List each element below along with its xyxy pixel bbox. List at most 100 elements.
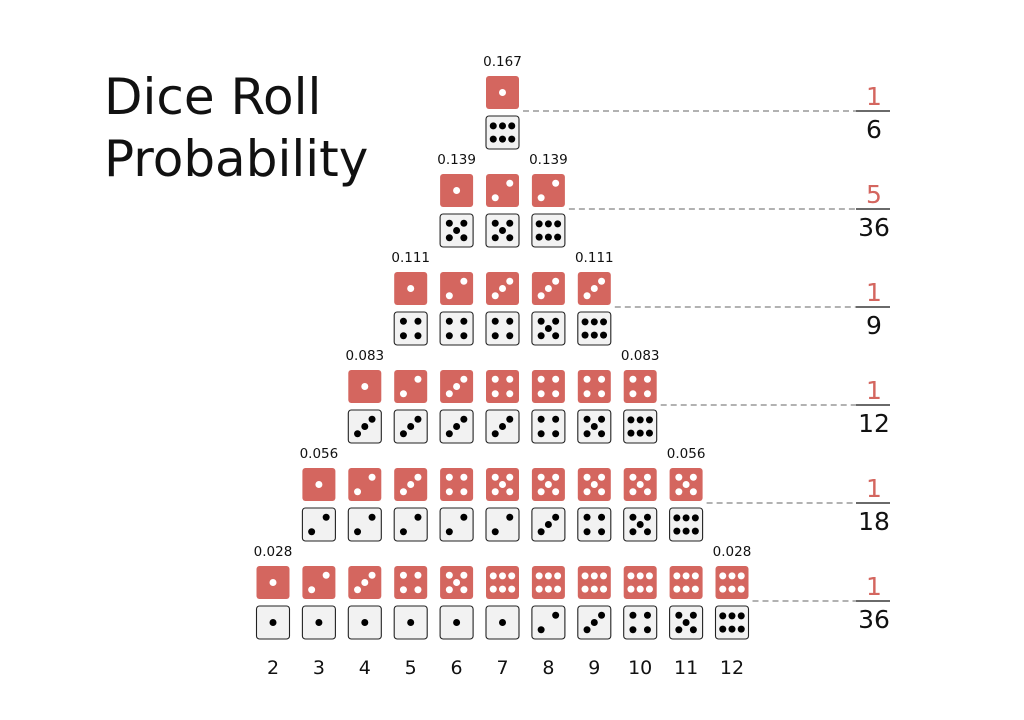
die-pip: [675, 473, 683, 481]
die-pip: [682, 572, 690, 580]
die-pip: [600, 318, 608, 326]
white-die-icon: [347, 507, 382, 542]
white-die-icon: [485, 605, 520, 640]
die-pip: [689, 488, 697, 496]
die-pip: [361, 383, 369, 390]
die-pip: [445, 473, 453, 481]
red-die-icon: [486, 174, 519, 207]
dice-row-4: [347, 370, 658, 444]
die-pip: [269, 579, 277, 586]
die-pip: [506, 179, 514, 187]
die-pip: [489, 122, 497, 130]
white-die-icon: [577, 507, 612, 542]
fraction-numerator: 1: [866, 82, 882, 111]
white-die-icon: [485, 115, 520, 150]
die-pip: [590, 285, 598, 292]
die-pip: [499, 619, 506, 626]
dice-pair: [301, 468, 336, 542]
fraction: 536: [856, 180, 890, 242]
die-pip: [643, 611, 651, 619]
die-pip: [354, 488, 362, 496]
red-die-icon: [348, 566, 382, 599]
die-pip: [407, 619, 415, 626]
probability-labels: 0.167 0.139 0.139 0.111 0.111 0.083 0.083 0.056…: [254, 54, 752, 560]
die-pip: [491, 390, 499, 398]
die-pip: [506, 375, 514, 383]
die-pip: [368, 473, 376, 481]
die-pip: [643, 528, 651, 536]
dice-pair: [577, 566, 612, 640]
fraction: 16: [856, 82, 890, 144]
die-pip: [445, 430, 453, 438]
die-pip: [629, 473, 637, 481]
sum-label: 6: [451, 657, 463, 679]
die-pip: [636, 481, 644, 488]
die-pip: [600, 331, 608, 339]
die-pip: [552, 473, 560, 481]
probability-label: 0.028: [713, 544, 752, 560]
die-pip: [535, 572, 543, 580]
die-pip: [489, 585, 497, 593]
die-pip: [629, 626, 637, 634]
die-pip: [399, 571, 407, 579]
die-pip: [598, 375, 606, 383]
dice-row-5: [301, 468, 704, 542]
die-pip: [414, 473, 422, 481]
die-pip: [544, 572, 552, 580]
die-pip: [636, 521, 644, 528]
fraction-numerator: 1: [866, 376, 882, 405]
sum-label: 2: [267, 657, 279, 679]
die-pip: [499, 481, 506, 488]
die-pip: [554, 233, 562, 241]
die-pip: [636, 572, 644, 580]
white-die-icon: [531, 409, 566, 444]
probability-label: 0.056: [667, 446, 706, 462]
dice-pair: [347, 468, 382, 542]
red-die-icon: [302, 566, 336, 599]
fraction-denominator: 36: [858, 213, 890, 242]
die-pip: [728, 585, 736, 593]
die-pip: [544, 220, 552, 228]
red-die-icon: [440, 370, 474, 403]
die-pip: [552, 375, 560, 383]
die-pip: [554, 220, 562, 228]
red-die-icon: [623, 468, 657, 501]
die-pip: [737, 572, 745, 580]
die-pip: [719, 625, 727, 633]
die-pip: [368, 415, 376, 423]
dice-pair: [531, 566, 566, 640]
die-pip: [583, 375, 591, 383]
die-pip: [682, 527, 690, 535]
die-pip: [414, 332, 422, 340]
white-die-icon: [301, 605, 336, 640]
fraction: 136: [856, 572, 890, 634]
white-die-icon: [623, 409, 658, 444]
die-pip: [308, 528, 316, 536]
dice-pair: [623, 370, 658, 444]
dice-pair: [347, 566, 382, 640]
die-pip: [460, 586, 468, 594]
red-die-icon: [577, 468, 611, 501]
die-pip: [414, 571, 422, 579]
dice-pair: [485, 468, 520, 542]
die-pip: [453, 187, 461, 194]
die-pip: [445, 528, 453, 536]
sum-label: 5: [405, 657, 417, 679]
die-pip: [636, 429, 644, 437]
probability-label: 0.056: [300, 446, 339, 462]
dice-pair: [669, 468, 704, 542]
red-die-icon: [486, 370, 519, 403]
die-pip: [491, 528, 499, 536]
die-pip: [645, 416, 653, 424]
die-pip: [322, 571, 330, 579]
dice-pair: [531, 468, 566, 542]
die-pip: [506, 473, 514, 481]
die-pip: [491, 430, 499, 438]
die-pip: [643, 390, 651, 398]
dice-pair: [301, 566, 336, 640]
die-pip: [627, 585, 635, 593]
die-pip: [361, 619, 369, 626]
white-die-icon: [439, 311, 474, 346]
die-pip: [354, 528, 362, 536]
die-pip: [673, 585, 681, 593]
